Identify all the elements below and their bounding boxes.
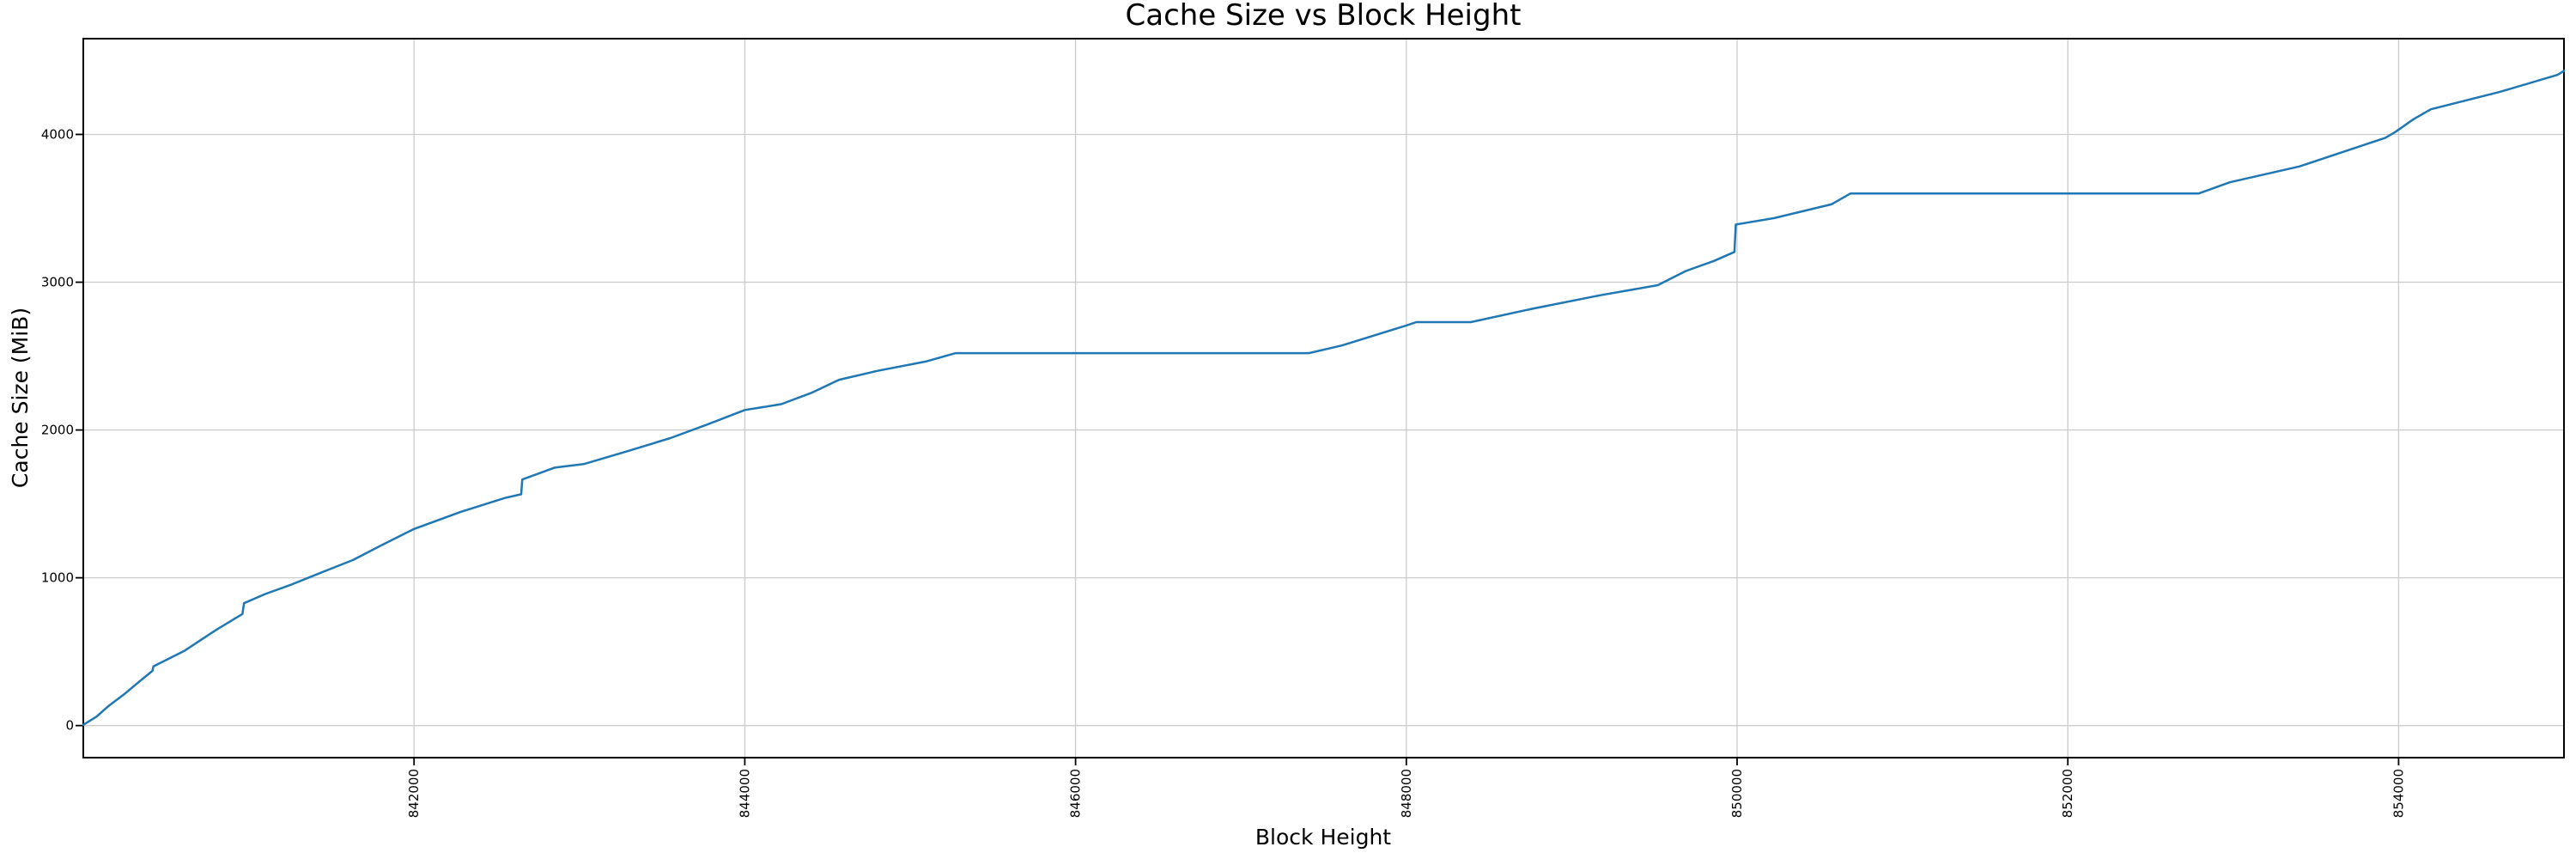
x-tick-label: 846000 [1068,769,1084,818]
grid-lines [83,39,2564,758]
series-layer [82,70,2566,727]
chart-title: Cache Size vs Block Height [1126,0,1522,33]
x-tick-labels: 842000 844000 846000 848000 850000 852000 8540… [406,769,2406,818]
x-axis-label: Block Height [1255,825,1391,850]
series-line-cache-size [82,70,2566,727]
x-tick-label: 842000 [406,769,422,818]
x-tick-label: 848000 [1399,769,1414,818]
y-tick-label: 4000 [41,126,74,142]
plot-border [82,38,2565,758]
tick-marks [76,133,2400,765]
x-tick-label: 850000 [1729,769,1745,818]
x-tick-label: 854000 [2391,769,2406,818]
x-tick-label: 852000 [2060,769,2075,818]
y-tick-label: 1000 [41,570,74,586]
y-tick-label: 3000 [41,275,74,290]
x-tick-label: 844000 [737,769,752,818]
y-axis-label: Cache Size (MiB) [8,308,33,488]
y-tick-label: 2000 [41,423,74,438]
y-tick-label: 0 [65,718,74,734]
y-tick-labels: 0 1000 2000 3000 4000 [41,126,74,733]
